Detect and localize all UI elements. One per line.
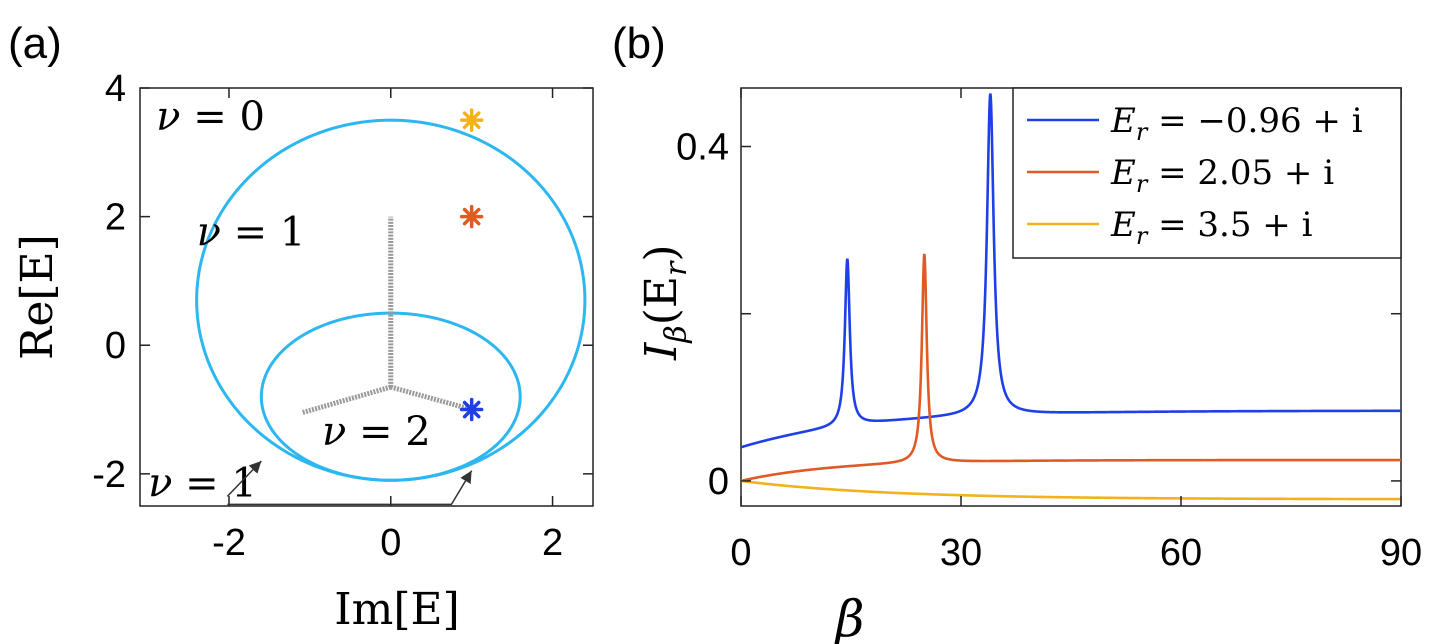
large-loop-curve [195,118,587,482]
legend-label-3: Er = 3.5 + i [1110,205,1313,250]
panel-a-frame [139,87,594,507]
annotation-arrow-2 [227,470,473,506]
a-xtick-label: 2 [542,522,563,564]
legend: Er = −0.96 + i Er = 2.05 + i Er = 3.5 + i [1012,87,1402,259]
ylabel-sub: β [659,325,694,343]
b-xtick-label: 60 [1160,532,1202,574]
small-loop-curve [259,311,522,482]
a-ytick-label: 4 [105,68,126,110]
panel-a-plot: -2 0 2 -2 0 2 4 ν = 0 ν = 1 ν = 2 ν = 1 Im[E] Re[… [12,68,594,635]
panel-a-ylabel: Re[E] [12,234,63,360]
panel-a-label: (a) [8,19,62,68]
annotation-arrow-1 [226,460,262,497]
marker-asterisk-3 [459,397,484,422]
ylabel-main: I [636,341,687,361]
legend-label-1: Er = −0.96 + i [1110,101,1363,146]
series-line-1 [741,93,1401,449]
series-line-3 [741,479,1401,501]
panel-b-ylabel: Iβ(Er) [636,244,694,361]
nu-label-3: ν = 2 [322,409,431,455]
a-ytick-label: -2 [92,454,126,496]
b-xtick-label: 90 [1380,532,1422,574]
a-xtick-label: -2 [212,522,246,564]
b-ytick-label: 0 [708,461,729,503]
marker-asterisk-1 [459,108,484,132]
series-line-2 [741,253,1401,483]
a-xtick-label: 0 [380,522,401,564]
panel-b-xlabel: β [834,590,865,644]
ylabel-arg: (E [636,276,687,325]
marker-asterisk-2 [459,204,484,229]
spectrum-branch-3 [390,384,473,412]
ylabel-arg-sub: r [659,260,694,276]
b-xtick-label: 30 [940,532,982,574]
b-xtick-label: 0 [730,532,751,574]
a-ytick-label: 2 [105,197,126,239]
panel-b-label: (b) [612,19,666,68]
b-ytick-label: 0.4 [676,127,729,169]
nu-label-2: ν = 1 [197,210,306,256]
panel-a-xlabel: Im[E] [334,584,460,635]
a-ytick-label: 0 [105,325,126,367]
nu-label-1: ν = 0 [156,94,265,140]
legend-label-2: Er = 2.05 + i [1110,153,1334,198]
ylabel-close: ) [636,244,687,261]
nu-label-4: ν = 1 [148,460,257,506]
spectrum-branch-2 [301,384,392,416]
